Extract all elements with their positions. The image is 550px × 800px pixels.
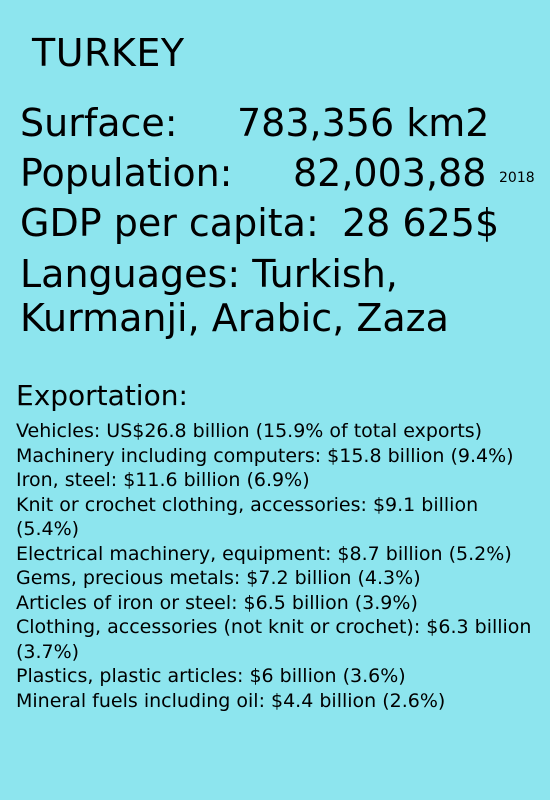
export-item: Machinery including computers: $15.8 bil… (16, 444, 541, 469)
surface-value: 783,356 km2 (237, 104, 489, 142)
export-item: Gems, precious metals: $7.2 billion (4.3… (16, 566, 541, 591)
surface-label: Surface: (20, 101, 178, 145)
exports-list: Vehicles: US$26.8 billion (15.9% of tota… (16, 419, 541, 713)
population-value: 82,003,88 (293, 154, 486, 192)
population-label: Population: (20, 151, 232, 195)
export-item: Vehicles: US$26.8 billion (15.9% of tota… (16, 419, 541, 444)
export-item: Clothing, accessories (not knit or croch… (16, 615, 541, 664)
country-title: TURKEY (32, 34, 185, 72)
languages-text: Languages: Turkish, Kurmanji, Arabic, Za… (20, 252, 530, 340)
gdp-label: GDP per capita: (20, 201, 319, 245)
gdp-row: GDP per capita: 28 625$ (20, 204, 319, 242)
gdp-value: 28 625$ (342, 204, 499, 242)
export-item: Knit or crochet clothing, accessories: $… (16, 493, 541, 542)
export-item: Articles of iron or steel: $6.5 billion … (16, 591, 541, 616)
export-item: Electrical machinery, equipment: $8.7 bi… (16, 542, 541, 567)
export-item: Mineral fuels including oil: $4.4 billio… (16, 689, 541, 714)
export-item: Plastics, plastic articles: $6 billion (… (16, 664, 541, 689)
population-row: Population: 82,003,88 2018 (20, 154, 232, 192)
population-year: 2018 (499, 171, 535, 185)
surface-row: Surface: 783,356 km2 (20, 104, 178, 142)
export-item: Iron, steel: $11.6 billion (6.9%) (16, 468, 541, 493)
exports-heading: Exportation: (16, 382, 188, 410)
